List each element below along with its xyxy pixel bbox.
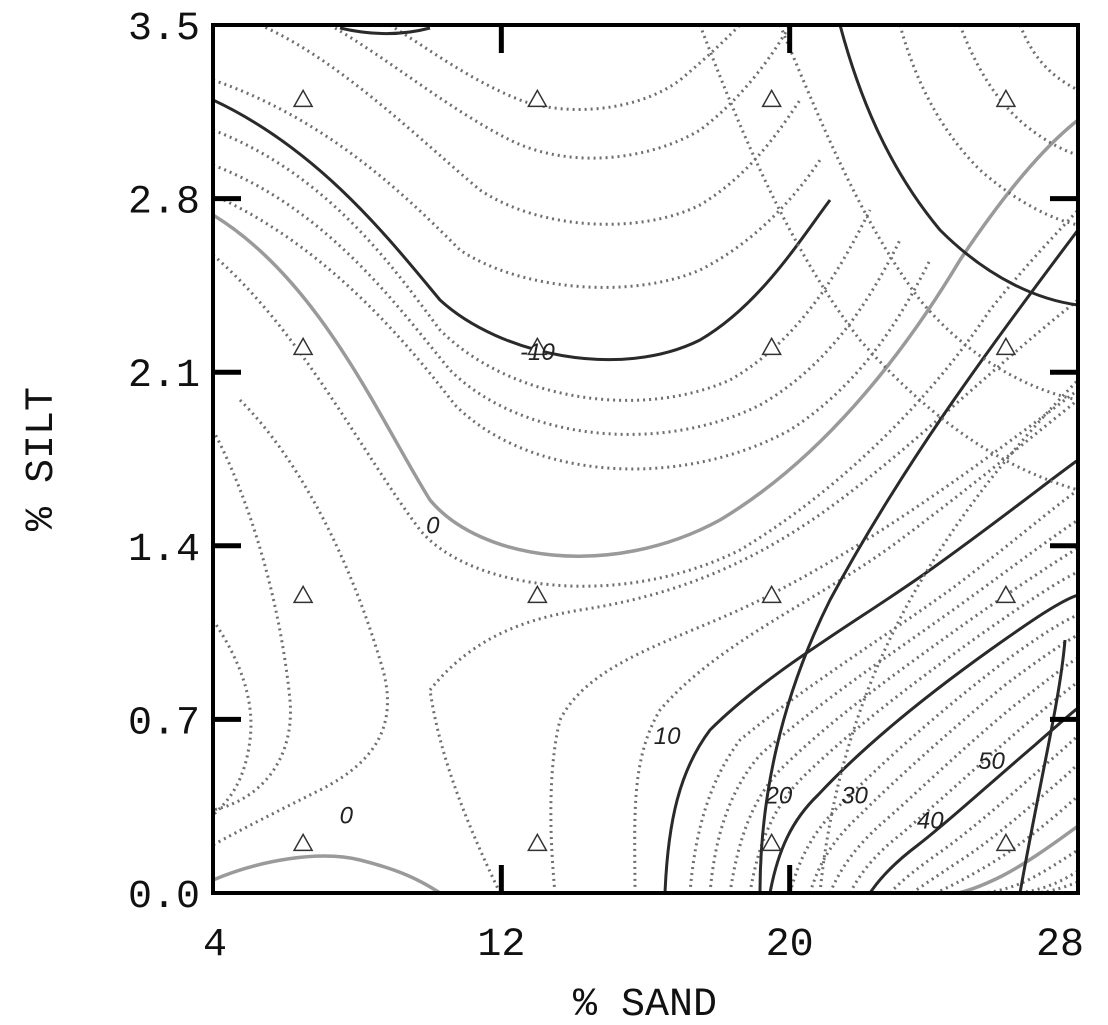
contour-line — [808, 633, 1078, 893]
design-point-marker — [292, 336, 314, 356]
contour-line — [788, 613, 1078, 893]
contour-line — [958, 25, 1078, 157]
contour-label: 10 — [654, 723, 681, 750]
x-tick-label: 28 — [1036, 923, 1084, 968]
design-point-marker — [995, 88, 1017, 108]
x-tick-label: 4 — [203, 923, 227, 968]
contour-label: -10 — [520, 339, 555, 366]
design-point-marker — [292, 832, 314, 852]
contour-line — [633, 398, 1078, 893]
y-tick-labels: 0.0 0.7 1.4 2.1 2.8 3.5 — [128, 7, 200, 920]
contour-line — [259, 25, 802, 226]
contour-line — [728, 546, 1078, 893]
contour-line — [339, 26, 431, 36]
contour-line — [758, 229, 1078, 893]
design-point-marker — [527, 336, 548, 356]
design-point-marker — [292, 88, 314, 108]
contour-line — [888, 734, 1078, 893]
contour-line — [213, 163, 902, 436]
contour-line — [698, 25, 1078, 492]
design-point-marker — [292, 584, 314, 604]
contour-line — [329, 25, 792, 160]
y-tick-label: 2.1 — [128, 354, 200, 399]
contour-label: 50 — [978, 748, 1005, 775]
contour-line — [868, 706, 1078, 893]
design-point-marker — [527, 88, 548, 108]
contour-line — [213, 118, 1078, 558]
design-point-marker — [761, 336, 782, 356]
contour-line — [213, 78, 822, 289]
y-tick-label: 1.4 — [128, 528, 200, 573]
axis-ticks — [213, 25, 1078, 893]
design-point-marker — [761, 88, 782, 108]
contour-line — [981, 848, 1078, 893]
design-point-marker — [995, 336, 1017, 356]
design-points — [292, 88, 1017, 852]
contour-line — [688, 488, 1078, 893]
contour-line — [428, 689, 502, 893]
design-point-marker — [761, 832, 782, 852]
design-point-marker — [527, 584, 548, 604]
contour-line — [1018, 25, 1078, 92]
contour-line — [898, 25, 1078, 227]
contour-line — [1034, 880, 1078, 893]
contour-line — [213, 398, 389, 847]
design-point-marker — [761, 584, 782, 604]
x-tick-labels: 4 12 20 28 — [203, 923, 1084, 968]
contour-line — [213, 98, 832, 362]
contour-line — [848, 680, 1078, 893]
y-tick-label: 0.0 — [128, 875, 200, 920]
x-tick-label: 20 — [766, 923, 814, 968]
contour-label: 20 — [765, 783, 793, 810]
contour-line — [1007, 869, 1078, 893]
contour-line — [708, 518, 1078, 893]
contour-line — [838, 25, 1078, 307]
y-tick-label: 2.8 — [128, 181, 200, 226]
contour-line — [213, 854, 441, 893]
contour-line — [934, 794, 1078, 893]
design-point-marker — [995, 832, 1017, 852]
contour-label: 0 — [340, 803, 354, 830]
contour-line — [778, 25, 1078, 402]
x-axis-title: % SAND — [573, 983, 717, 1025]
contour-line — [957, 824, 1078, 893]
contour-label: 40 — [917, 808, 944, 835]
contour-line — [768, 593, 1078, 893]
contour-line — [1018, 639, 1067, 893]
contour-line — [213, 429, 292, 812]
contour-line — [428, 298, 1078, 691]
contour-line — [213, 208, 1078, 588]
x-tick-label: 12 — [477, 923, 525, 968]
contour-line — [549, 388, 1078, 893]
design-point-marker — [995, 584, 1017, 604]
y-tick-label: 0.7 — [128, 701, 200, 746]
contour-line — [663, 458, 1078, 893]
contour-line — [818, 378, 1078, 893]
contour-label: 0 — [426, 512, 440, 539]
contour-line — [213, 193, 932, 471]
contour-line — [911, 762, 1078, 893]
y-axis-title: % SILT — [20, 387, 65, 531]
design-point-marker — [527, 832, 548, 852]
plot-frame — [211, 23, 1080, 895]
contour-line — [389, 25, 742, 112]
y-tick-label: 3.5 — [128, 7, 200, 52]
contour-line — [213, 128, 872, 402]
contour-labels: -10 0 0 10 20 30 40 50 — [340, 339, 1006, 835]
contour-label: 30 — [841, 783, 868, 810]
contour-lines — [213, 25, 1078, 893]
